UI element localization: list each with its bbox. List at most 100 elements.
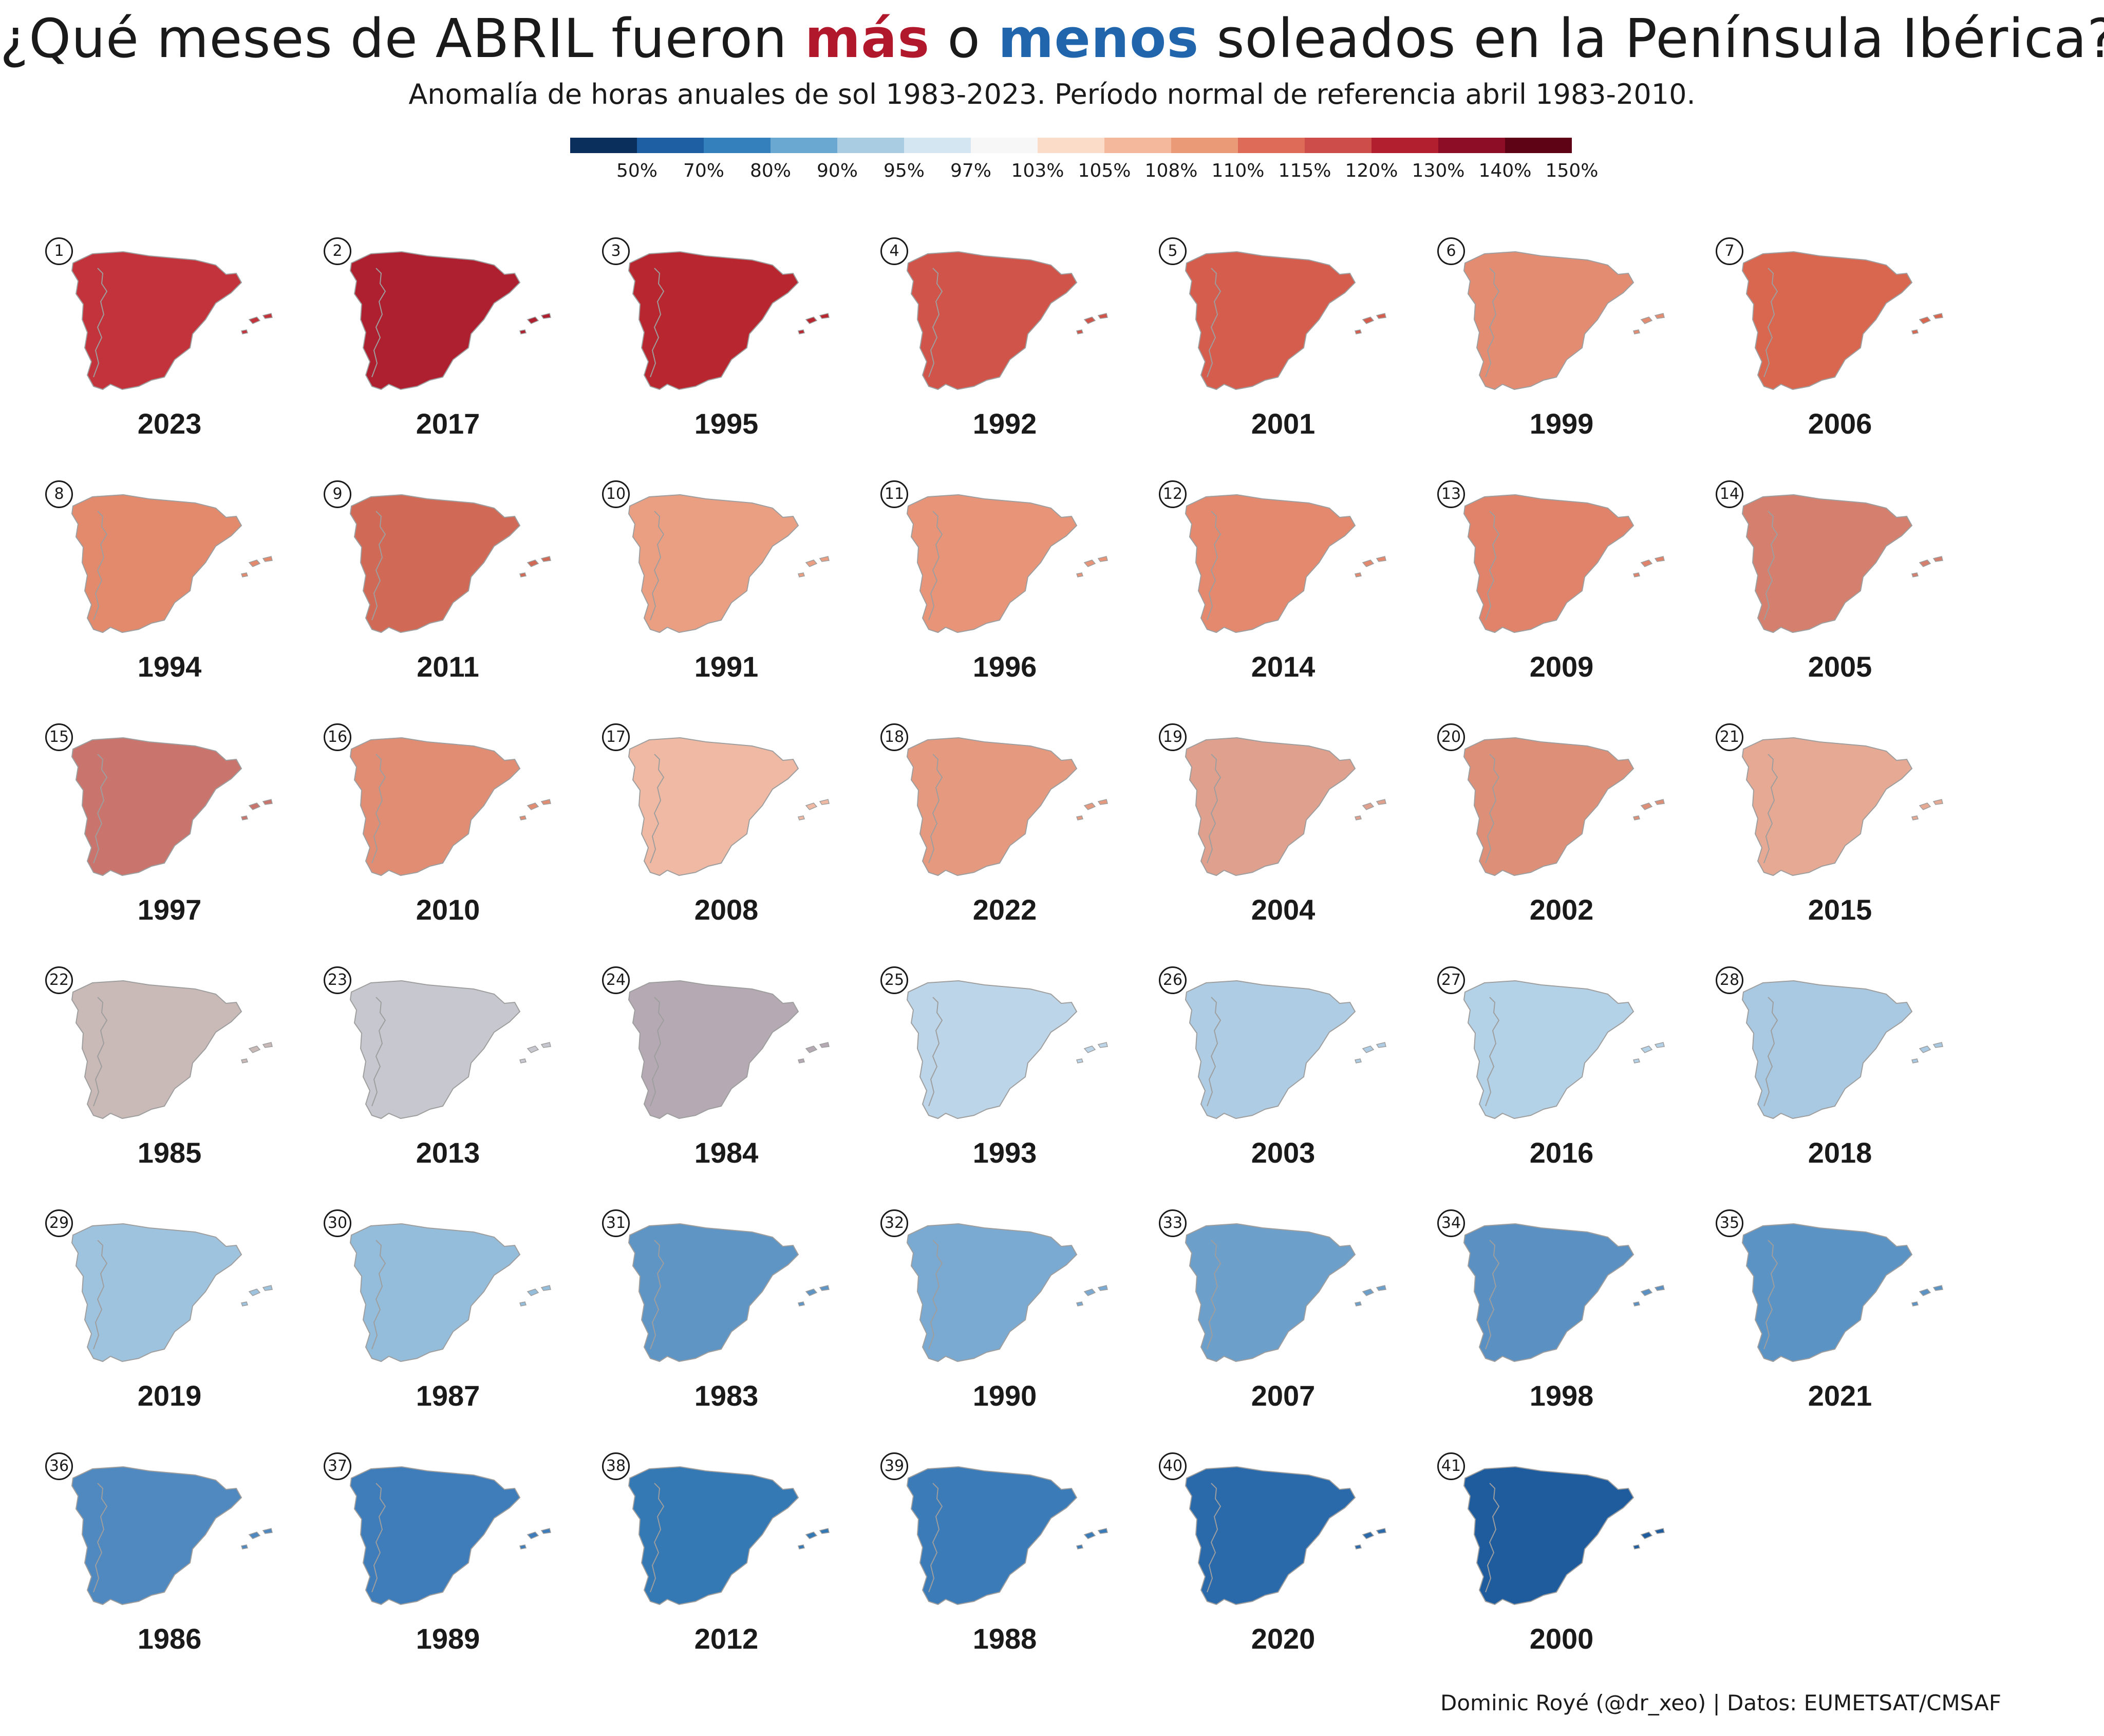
peninsula-shape xyxy=(1741,980,1913,1119)
balearic-island xyxy=(1633,1544,1640,1550)
legend-tick-label: 150% xyxy=(1545,160,1599,181)
peninsula-shape xyxy=(71,251,242,390)
year-label: 2009 xyxy=(1529,650,1594,683)
iberia-map xyxy=(1741,737,1943,876)
balearic-island xyxy=(527,802,539,810)
rank-badge: 38 xyxy=(602,1452,630,1480)
balearic-island xyxy=(1362,316,1375,324)
balearic-island xyxy=(1355,815,1362,820)
rank-badge: 2 xyxy=(324,237,351,265)
peninsula-shape xyxy=(1185,980,1356,1119)
rank-badge: 32 xyxy=(880,1209,908,1237)
year-label: 2014 xyxy=(1251,650,1316,683)
balearic-island xyxy=(798,1544,805,1550)
portugal-border xyxy=(1207,511,1222,621)
balearic-island xyxy=(1376,799,1386,805)
portugal-border xyxy=(650,997,665,1107)
iberia-map xyxy=(71,737,273,876)
peninsula-shape xyxy=(1463,737,1635,876)
rank-badge: 37 xyxy=(324,1452,351,1480)
rank-badge: 5 xyxy=(1159,237,1187,265)
balearic-island xyxy=(819,1528,830,1534)
iberia-map xyxy=(71,251,273,390)
map-panel: 11 1996 xyxy=(866,480,1133,701)
balearic-island xyxy=(1640,316,1653,324)
balearic-island xyxy=(798,572,805,577)
rank-badge: 16 xyxy=(324,723,351,751)
year-label: 1992 xyxy=(972,407,1037,440)
balearic-island xyxy=(798,1058,805,1063)
balearic-island xyxy=(805,802,818,810)
balearic-island xyxy=(1083,802,1096,810)
year-label: 2003 xyxy=(1251,1136,1316,1169)
rank-badge: 34 xyxy=(1437,1209,1465,1237)
balearic-island xyxy=(241,815,248,820)
portugal-border xyxy=(93,268,108,378)
peninsula-shape xyxy=(71,1466,242,1606)
peninsula-shape xyxy=(1463,980,1635,1119)
map-panel: 3 1995 xyxy=(588,237,855,458)
rank-badge: 10 xyxy=(602,480,630,508)
legend-swatch xyxy=(1171,138,1238,153)
rank-badge: 13 xyxy=(1437,480,1465,508)
map-panel: 37 1989 xyxy=(309,1452,576,1673)
year-label: 2013 xyxy=(416,1136,480,1169)
map-panel: 6 1999 xyxy=(1423,237,1690,458)
portugal-border xyxy=(1485,1240,1500,1350)
title-more: más xyxy=(804,7,930,70)
portugal-border xyxy=(650,754,665,864)
balearic-island xyxy=(1376,556,1386,562)
balearic-island xyxy=(1076,1544,1083,1550)
portugal-border xyxy=(93,511,108,621)
peninsula-shape xyxy=(1463,1466,1635,1606)
balearic-island xyxy=(241,572,248,577)
balearic-island xyxy=(540,556,551,562)
iberia-map xyxy=(71,1466,273,1606)
balearic-island xyxy=(805,1532,818,1539)
map-panel: 36 1986 xyxy=(31,1452,298,1673)
balearic-island xyxy=(1911,1058,1919,1063)
legend-swatch xyxy=(570,138,637,153)
portugal-border xyxy=(650,511,665,621)
map-panel: 8 1994 xyxy=(31,480,298,701)
portugal-border xyxy=(371,1483,386,1593)
year-label: 1996 xyxy=(972,650,1037,683)
legend-tick-label: 140% xyxy=(1478,160,1532,181)
year-label: 1994 xyxy=(137,650,202,683)
year-label: 1986 xyxy=(137,1622,202,1655)
legend-swatch xyxy=(1438,138,1505,153)
balearic-island xyxy=(248,559,261,567)
portugal-border xyxy=(650,268,665,378)
legend-tick-labels: 50% 70% 80% 90% 95% 97% 103% 105% 108% 110% 115% 12… xyxy=(570,160,1598,186)
year-label: 2001 xyxy=(1251,407,1316,440)
iberia-map xyxy=(349,494,551,633)
map-panel: 22 1985 xyxy=(31,966,298,1187)
legend-swatch xyxy=(837,138,904,153)
peninsula-shape xyxy=(1741,494,1913,633)
title-part2: o xyxy=(930,7,998,70)
peninsula-shape xyxy=(906,980,1078,1119)
portugal-border xyxy=(1485,754,1500,864)
balearic-island xyxy=(1362,1046,1375,1053)
portugal-border xyxy=(1485,268,1500,378)
balearic-island xyxy=(819,556,830,562)
balearic-island xyxy=(1076,572,1083,577)
rank-badge: 25 xyxy=(880,966,908,994)
balearic-island xyxy=(1083,559,1096,567)
balearic-island xyxy=(1362,1289,1375,1296)
peninsula-shape xyxy=(1185,1466,1356,1606)
year-label: 2004 xyxy=(1251,893,1316,926)
balearic-island xyxy=(1355,572,1362,577)
peninsula-shape xyxy=(628,1466,799,1606)
rank-badge: 14 xyxy=(1716,480,1743,508)
balearic-island xyxy=(1640,559,1653,567)
balearic-island xyxy=(1076,329,1083,334)
rank-badge: 12 xyxy=(1159,480,1187,508)
map-panel: 12 2014 xyxy=(1144,480,1412,701)
year-label: 2002 xyxy=(1529,893,1594,926)
map-panel: 31 1983 xyxy=(588,1209,855,1430)
rank-badge: 8 xyxy=(45,480,73,508)
peninsula-shape xyxy=(1185,737,1356,876)
year-label: 1995 xyxy=(694,407,759,440)
year-label: 2011 xyxy=(417,650,479,683)
